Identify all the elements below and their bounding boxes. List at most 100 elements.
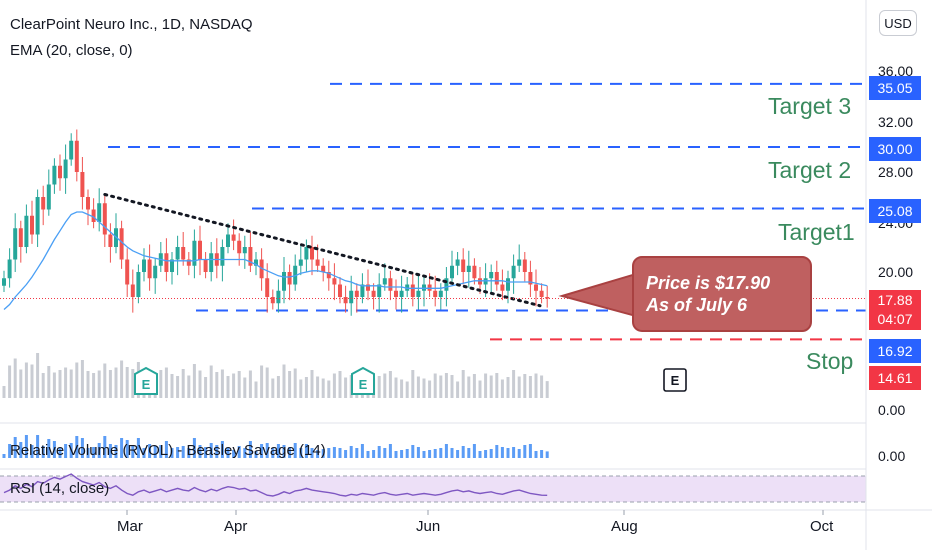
rvol-bar — [13, 437, 17, 458]
candle-body — [203, 259, 208, 272]
volume-bar — [472, 374, 476, 398]
rvol-bar — [148, 444, 152, 458]
earnings-badge[interactable]: E — [663, 368, 687, 392]
candle-body — [511, 265, 516, 279]
candle-body — [444, 278, 449, 291]
volume-bar — [411, 370, 415, 398]
candle-body — [287, 272, 292, 285]
bar-countdown: 04:07 — [877, 311, 913, 327]
volume-bar — [388, 371, 392, 398]
target2-price-tag: 30.00 — [869, 137, 921, 161]
horizontal-levels — [108, 82, 866, 341]
volume-bar — [187, 375, 191, 398]
rvol-bar — [517, 449, 521, 458]
support-price-tag: 16.92 — [869, 339, 921, 363]
x-tick-label: Oct — [810, 518, 834, 535]
volume-bar — [120, 360, 124, 398]
volume-bar — [8, 365, 12, 398]
volume-bar — [484, 373, 488, 398]
rvol-bar — [47, 439, 51, 458]
y-tick-label: 20.00 — [878, 264, 914, 280]
volume-bar — [456, 381, 460, 398]
rvol-bar — [181, 446, 185, 458]
volume-bar — [254, 381, 258, 398]
candle-body — [231, 234, 236, 241]
candle-body — [220, 247, 225, 266]
y-tick-label: 32.00 — [878, 114, 914, 130]
candle-body — [226, 234, 230, 247]
rvol-bar — [332, 447, 336, 458]
candle-body — [371, 290, 376, 297]
rvol-bar — [288, 447, 292, 458]
candle-body — [310, 247, 314, 260]
candle-body — [24, 215, 29, 247]
candle-body — [13, 228, 18, 260]
rvol-bar — [366, 451, 370, 458]
stop-price-tag: 14.61 — [869, 366, 921, 390]
candle-body — [343, 297, 348, 304]
volume-axis-label: 0.00 — [878, 402, 906, 418]
x-tick-label: Jun — [416, 518, 441, 535]
rvol-bar — [142, 448, 146, 458]
candle-body — [170, 259, 174, 272]
rvol-bar — [349, 446, 353, 458]
candle-body — [354, 290, 359, 297]
rvol-bar — [276, 444, 280, 458]
candle-body — [186, 259, 191, 266]
candle-body — [153, 265, 158, 279]
candle-body — [69, 140, 74, 160]
candle-body — [455, 259, 460, 266]
volume-bar — [299, 379, 303, 398]
rvol-bar — [170, 448, 174, 458]
rvol-bar — [293, 443, 297, 458]
volume-bar — [293, 368, 297, 398]
rvol-bar — [226, 448, 230, 458]
candle-body — [254, 259, 258, 266]
currency-button[interactable]: USD — [879, 10, 917, 36]
rvol-pane-label[interactable]: Relative Volume (RVOL) - Beasley Savage … — [10, 442, 326, 459]
volume-bar — [321, 378, 325, 398]
y-tick-label: 36.00 — [878, 63, 914, 79]
volume-bar — [512, 370, 516, 398]
last-price-tag: 17.88 04:07 — [869, 290, 921, 330]
rvol-bar — [8, 444, 12, 458]
candle-body — [265, 278, 270, 297]
rvol-bar — [428, 450, 432, 458]
candle-body — [198, 240, 202, 260]
candle-body — [97, 203, 102, 222]
last-price-value: 17.88 — [877, 292, 913, 308]
rvol-bar — [500, 447, 504, 458]
volume-bar — [80, 360, 84, 398]
rvol-bar — [271, 448, 275, 458]
volume-bar — [204, 377, 208, 398]
candle-body — [438, 290, 443, 297]
rvol-bar — [422, 451, 426, 458]
ema-indicator-label[interactable]: EMA (20, close, 0) — [10, 42, 133, 59]
rvol-bar — [254, 451, 258, 458]
earnings-badge-letter: E — [671, 373, 680, 388]
volume-bar — [327, 380, 331, 398]
volume-bar — [52, 372, 56, 398]
candle-body — [125, 259, 130, 285]
candle-body — [416, 290, 421, 297]
candle-body — [298, 259, 303, 266]
rsi-band — [0, 476, 866, 502]
rvol-bar — [377, 446, 381, 458]
rsi-pane-label[interactable]: RSI (14, close) — [10, 480, 110, 497]
candle-body — [136, 272, 141, 297]
earnings-badge[interactable]: E — [134, 366, 158, 395]
earnings-badge[interactable]: E — [351, 366, 375, 395]
volume-bar — [243, 377, 247, 398]
rvol-bar — [478, 451, 482, 458]
rvol-axis-label: 0.00 — [878, 448, 906, 464]
candle-body — [270, 297, 275, 304]
volume-bar — [534, 373, 538, 398]
candle-body — [466, 265, 471, 272]
target2-label: Target 2 — [768, 157, 852, 183]
candle-body — [142, 259, 146, 272]
rvol-bar — [69, 443, 73, 458]
volume-bar — [176, 376, 180, 398]
rvol-bar — [416, 447, 420, 458]
